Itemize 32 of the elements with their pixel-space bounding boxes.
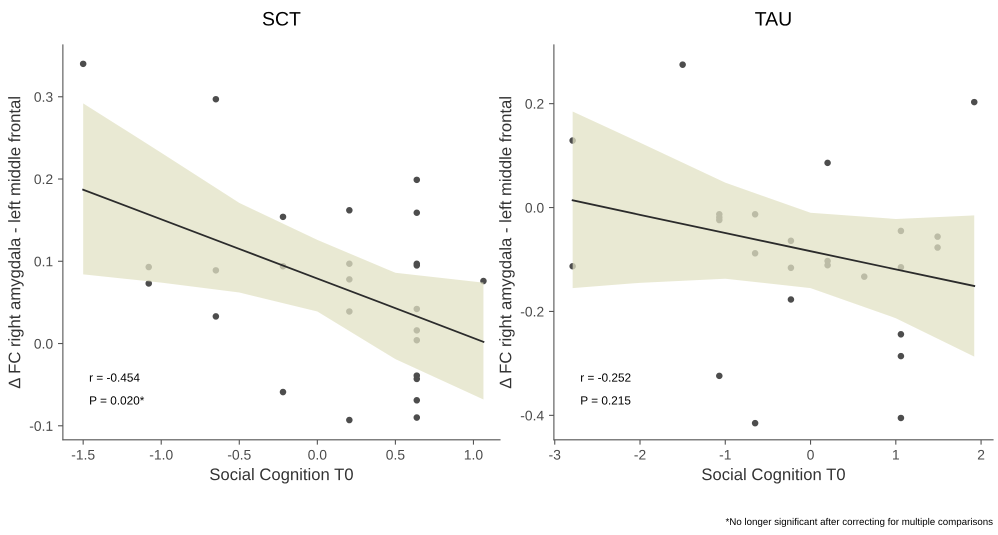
y-axis-title: Δ FC right amygdala - left middle frontal (8, 97, 24, 388)
x-tick-label: -1.5 (72, 450, 95, 460)
y-tick-label: 0.2 (525, 98, 544, 109)
y-tick-label: 0.3 (34, 92, 53, 102)
annotation: P = 0.215 (581, 396, 630, 405)
chart-title: TAU (755, 12, 791, 26)
x-tick-label: 1 (893, 450, 899, 460)
x-tick-label: -1.0 (150, 450, 173, 460)
x-axis-title: Social Cognition T0 (210, 468, 353, 484)
x-tick-label: -3 (549, 450, 560, 460)
x-tick-label: 0.5 (386, 450, 404, 460)
x-tick-label: 0.0 (308, 450, 326, 460)
y-tick-label: -0.4 (520, 410, 544, 421)
text: *No longer significant after correcting for multiple comparisons (726, 518, 993, 527)
annotation: P = 0.020* (90, 396, 144, 405)
x-tick-label: 2 (978, 450, 984, 460)
y-axis-title: Δ FC right amygdala - left middle frontal (499, 97, 515, 388)
annotation: r = -0.454 (90, 373, 140, 382)
y-tick-label: -0.1 (30, 421, 52, 431)
x-tick-label: -0.5 (228, 450, 251, 460)
x-tick-label: -2 (634, 450, 646, 460)
annotation: r = -0.252 (581, 373, 631, 382)
x-axis-title: Social Cognition T0 (702, 468, 845, 484)
y-tick-label: 0.0 (525, 202, 544, 213)
chart-title: SCT (262, 12, 300, 26)
y-tick-label: -0.2 (520, 306, 544, 317)
x-tick-label: 0 (807, 450, 814, 460)
y-tick-label: 0.0 (34, 338, 53, 349)
y-tick-label: 0.2 (34, 174, 52, 184)
y-tick-label: 0.1 (34, 256, 52, 266)
x-tick-label: -1 (720, 450, 731, 460)
x-tick-label: 1.0 (464, 450, 483, 460)
